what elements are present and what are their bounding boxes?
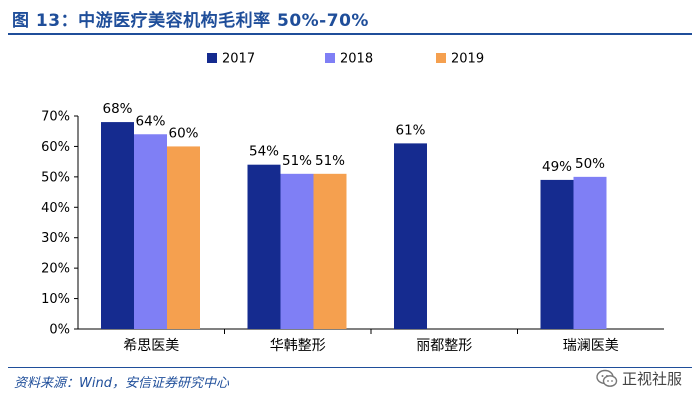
watermark-text: 正视社服: [621, 370, 682, 388]
y-tick-label: 40%: [41, 201, 70, 216]
title-rule: [8, 33, 692, 35]
legend-label: 2018: [340, 52, 373, 67]
bar-2018: [134, 134, 167, 329]
data-label: 61%: [395, 122, 425, 138]
watermark: 正视社服: [596, 368, 682, 389]
bar-2018: [573, 176, 607, 329]
footer-rule: [8, 367, 692, 368]
y-tick-label: 50%: [41, 170, 70, 185]
bar-2017: [247, 164, 281, 329]
x-category-label: 瑞澜医美: [563, 338, 619, 354]
data-label: 50%: [575, 156, 605, 172]
legend-swatch-2017: [207, 53, 217, 63]
x-category-label: 丽都整形: [416, 338, 472, 354]
legend: 2017 2018 2019: [207, 52, 484, 67]
data-label: 68%: [102, 101, 132, 117]
bar-2017: [394, 143, 427, 329]
data-label: 49%: [542, 159, 572, 175]
bars: [101, 122, 607, 329]
y-tick-label: 70%: [41, 110, 70, 125]
axes: 0% 10% 20% 30% 40% 50% 60% 70% 希思医美 华韩整形 丽都整形 瑞澜医美: [41, 110, 664, 354]
legend-label: 2019: [451, 52, 484, 67]
y-tick-label: 60%: [41, 140, 70, 155]
y-tick-label: 30%: [41, 231, 70, 246]
x-category-label: 华韩整形: [270, 338, 326, 354]
legend-swatch-2019: [436, 53, 446, 63]
wechat-icon: [596, 369, 618, 389]
bar-2019: [167, 146, 200, 329]
data-label: 51%: [282, 153, 312, 169]
x-category-label: 希思医美: [123, 338, 179, 354]
data-label: 60%: [168, 125, 198, 141]
legend-label: 2017: [222, 52, 255, 67]
y-tick-label: 20%: [41, 262, 70, 277]
y-tick-label: 10%: [41, 292, 70, 307]
data-label: 64%: [135, 113, 165, 129]
legend-swatch-2018: [325, 53, 335, 63]
bar-2019: [313, 173, 347, 329]
figure-title: 图 13：中游医疗美容机构毛利率 50%-70%: [12, 11, 369, 31]
data-label: 51%: [315, 153, 345, 169]
data-label: 54%: [249, 144, 279, 160]
data-labels: 68%64%60%54%51% 51%61%49% 50%: [102, 101, 605, 175]
y-tick-label: 0%: [49, 323, 70, 338]
source-note: 资料来源：Wind，安信证券研究中心: [14, 376, 229, 391]
bar-2018: [280, 173, 314, 329]
bar-2017: [540, 179, 574, 329]
bar-2017: [101, 122, 134, 329]
